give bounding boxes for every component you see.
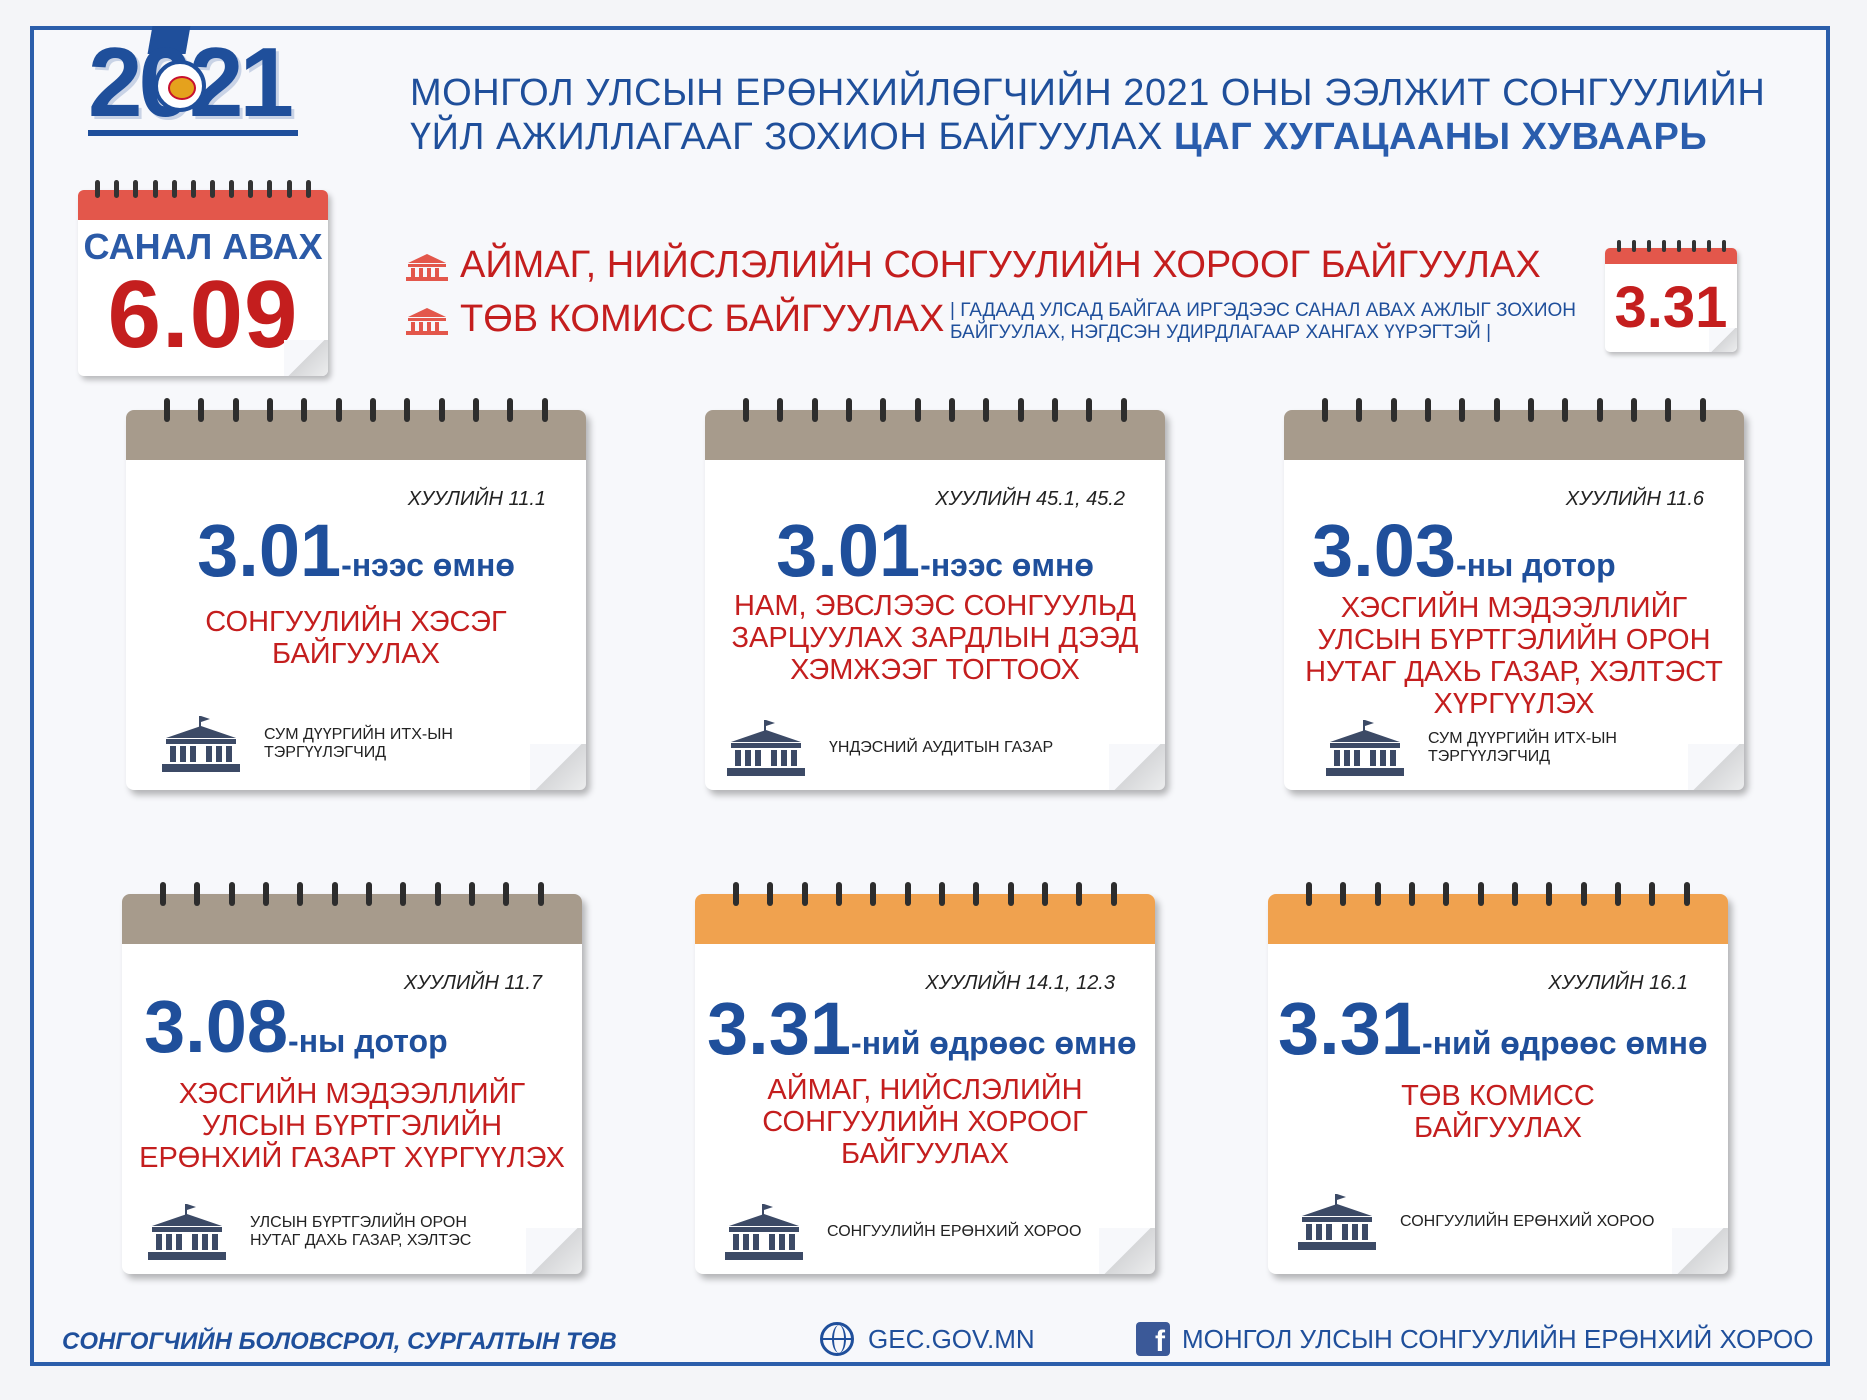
page-curl bbox=[526, 1228, 582, 1274]
law-reference: ХУУЛИЙН 16.1 bbox=[1548, 972, 1688, 994]
facebook-link[interactable]: МОНГОЛ УЛСЫН СОНГУУЛИЙН ЕРӨНХИЙ ХОРОО bbox=[1182, 1323, 1814, 1354]
responsible-org: СУМ ДҮҮРГИЙН ИТХ-ЫН ТЭРГҮҮЛЭГЧИД bbox=[160, 716, 524, 772]
calendar-rings bbox=[78, 180, 328, 200]
government-building-icon bbox=[1298, 1194, 1376, 1250]
top-item-1-text: АЙМАГ, НИЙСЛЭЛИЙН СОНГУУЛИЙН ХОРООГ БАЙГ… bbox=[460, 244, 1541, 286]
deadline-suffix: -нээс өмнө bbox=[920, 547, 1094, 583]
law-reference: ХУУЛИЙН 11.1 bbox=[407, 488, 546, 510]
calendar-rings bbox=[705, 398, 1165, 422]
small-calendar: 3.31 bbox=[1605, 240, 1737, 352]
deadline: 3.03-ны дотор bbox=[1284, 508, 1744, 593]
calendar-rings bbox=[122, 882, 582, 906]
schedule-card: ХУУЛИЙН 14.1, 12.3 3.31-ний өдрөөс өмнө … bbox=[695, 882, 1155, 1274]
calendar-rings bbox=[1268, 882, 1728, 906]
deadline-date: 3.01 bbox=[776, 509, 921, 592]
calendar-header bbox=[1605, 248, 1737, 264]
calendar-rings bbox=[1284, 398, 1744, 422]
schedule-card: ХУУЛИЙН 45.1, 45.2 3.01-нээс өмнө НАМ, Э… bbox=[705, 398, 1165, 790]
government-building-icon bbox=[725, 1204, 803, 1260]
deadline-date: 3.31 bbox=[707, 987, 852, 1070]
task-description: НАМ, ЭВСЛЭЭС СОНГУУЛЬД ЗАРЦУУЛАХ ЗАРДЛЫН… bbox=[731, 590, 1139, 686]
page-curl bbox=[1672, 1228, 1728, 1274]
page-curl bbox=[1709, 328, 1737, 352]
building-icon bbox=[406, 253, 448, 281]
schedule-card: ХУУЛИЙН 16.1 3.31-ний өдрөөс өмнө ТӨВ КО… bbox=[1268, 882, 1728, 1274]
website-link[interactable]: GEC.GOV.MN bbox=[868, 1323, 1035, 1354]
responsible-org: СУМ ДҮҮРГИЙН ИТХ-ЫН ТЭРГҮҮЛЭГЧИД bbox=[1324, 720, 1688, 776]
footer-organization: СОНГОГЧИЙН БОЛОВСРОЛ, СУРГАЛТЫН ТӨВ bbox=[62, 1328, 617, 1355]
logo-underline bbox=[88, 130, 298, 136]
government-building-icon bbox=[727, 720, 805, 776]
org-name: СОНГУУЛИЙН ЕРӨНХИЙ ХОРОО bbox=[827, 1223, 1082, 1240]
government-building-icon bbox=[148, 1204, 226, 1260]
task-description: ТӨВ КОМИСС БАЙГУУЛАХ bbox=[1401, 1080, 1595, 1144]
responsible-org: ҮНДЭСНИЙ АУДИТЫН ГАЗАР bbox=[725, 720, 1053, 776]
deadline: 3.31-ний өдрөөс өмнө bbox=[695, 986, 1155, 1071]
law-reference: ХУУЛИЙН 14.1, 12.3 bbox=[925, 972, 1115, 994]
org-name: СУМ ДҮҮРГИЙН ИТХ-ЫН ТЭРГҮҮЛЭГЧИД bbox=[1428, 730, 1617, 765]
org-name: СОНГУУЛИЙН ЕРӨНХИЙ ХОРОО bbox=[1400, 1213, 1655, 1230]
title-normal: ҮЙЛ АЖИЛЛАГААГ ЗОХИОН БАЙГУУЛАХ bbox=[410, 116, 1174, 158]
org-name: ҮНДЭСНИЙ АУДИТЫН ГАЗАР bbox=[829, 739, 1054, 756]
schedule-card: ХУУЛИЙН 11.1 3.01-нээс өмнө СОНГУУЛИЙН Х… bbox=[126, 398, 586, 790]
vote-label: САНАЛ АВАХ bbox=[83, 226, 323, 267]
facebook-icon: f bbox=[1136, 1322, 1170, 1356]
page-title-line1: МОНГОЛ УЛСЫН ЕРӨНХИЙЛӨГЧИЙН 2021 ОНЫ ЭЭЛ… bbox=[410, 72, 1766, 114]
calendar-rings bbox=[1605, 240, 1737, 260]
footer-website[interactable]: GEC.GOV.MN bbox=[820, 1322, 1035, 1356]
deadline-date: 3.01 bbox=[197, 509, 342, 592]
page-curl bbox=[1688, 744, 1744, 790]
calendar-rings bbox=[695, 882, 1155, 906]
org-name: СУМ ДҮҮРГИЙН ИТХ-ЫН ТЭРГҮҮЛЭГЧИД bbox=[264, 726, 453, 761]
top-item-2: ТӨВ КОМИСС БАЙГУУЛАХ bbox=[404, 298, 944, 341]
deadline: 3.31-ний өдрөөс өмнө bbox=[1268, 986, 1728, 1071]
deadline-suffix: -ны дотор bbox=[1456, 547, 1616, 583]
building-icon bbox=[406, 307, 448, 335]
footer-facebook[interactable]: f МОНГОЛ УЛСЫН СОНГУУЛИЙН ЕРӨНХИЙ ХОРОО bbox=[1136, 1322, 1813, 1356]
responsible-org: УЛСЫН БҮРТГЭЛИЙН ОРОН НУТАГ ДАХЬ ГАЗАР, … bbox=[146, 1204, 510, 1260]
emblem-icon bbox=[154, 60, 206, 112]
deadline: 3.01-нээс өмнө bbox=[126, 508, 586, 593]
task-description: ХЭСГИЙН МЭДЭЭЛЛИЙГ УЛСЫН БҮРТГЭЛИЙН ЕРӨН… bbox=[139, 1078, 565, 1174]
top-item-1: АЙМАГ, НИЙСЛЭЛИЙН СОНГУУЛИЙН ХОРООГ БАЙГ… bbox=[404, 244, 1541, 287]
deadline-suffix: -ний өдрөөс өмнө bbox=[851, 1025, 1137, 1061]
responsible-org: СОНГУУЛИЙН ЕРӨНХИЙ ХОРОО bbox=[1296, 1194, 1654, 1250]
deadline-suffix: -нээс өмнө bbox=[341, 547, 515, 583]
government-building-icon bbox=[162, 716, 240, 772]
top-note: | ГАДААД УЛСАД БАЙГАА ИРГЭДЭЭС САНАЛ АВА… bbox=[950, 300, 1576, 343]
schedule-card: ХУУЛИЙН 11.6 3.03-ны дотор ХЭСГИЙН МЭДЭЭ… bbox=[1284, 398, 1744, 790]
law-reference: ХУУЛИЙН 45.1, 45.2 bbox=[935, 488, 1125, 510]
task-description: ХЭСГИЙН МЭДЭЭЛЛИЙГ УЛСЫН БҮРТГЭЛИЙН ОРОН… bbox=[1305, 592, 1723, 720]
responsible-org: СОНГУУЛИЙН ЕРӨНХИЙ ХОРОО bbox=[723, 1204, 1081, 1260]
task-description: АЙМАГ, НИЙСЛЭЛИЙН СОНГУУЛИЙН ХОРООГ БАЙГ… bbox=[762, 1074, 1088, 1170]
government-building-icon bbox=[1326, 720, 1404, 776]
page-curl bbox=[1109, 744, 1165, 790]
law-reference: ХУУЛИЙН 11.7 bbox=[403, 972, 542, 994]
deadline-date: 3.03 bbox=[1312, 509, 1457, 592]
calendar-header bbox=[78, 190, 328, 220]
deadline-date: 3.31 bbox=[1278, 987, 1423, 1070]
title-bold: ЦАГ ХУГАЦААНЫ ХУВААРЬ bbox=[1173, 116, 1708, 158]
top-item-2-text: ТӨВ КОМИСС БАЙГУУЛАХ bbox=[460, 298, 945, 340]
small-calendar-date: 3.31 bbox=[1614, 275, 1728, 340]
globe-icon bbox=[820, 1322, 854, 1356]
deadline-date: 3.08 bbox=[144, 985, 289, 1068]
page-curl bbox=[284, 340, 328, 376]
logo-2021: 2021 bbox=[88, 26, 318, 136]
task-description: СОНГУУЛИЙН ХЭСЭГ БАЙГУУЛАХ bbox=[205, 606, 507, 670]
law-reference: ХУУЛИЙН 11.6 bbox=[1565, 488, 1704, 510]
page-curl bbox=[530, 744, 586, 790]
deadline-suffix: -ны дотор bbox=[288, 1023, 448, 1059]
page-curl bbox=[1099, 1228, 1155, 1274]
vote-calendar: САНАЛ АВАХ 6.09 bbox=[78, 180, 328, 376]
org-name: УЛСЫН БҮРТГЭЛИЙН ОРОН НУТАГ ДАХЬ ГАЗАР, … bbox=[250, 1214, 472, 1249]
page-title-line2: ҮЙЛ АЖИЛЛАГААГ ЗОХИОН БАЙГУУЛАХ ЦАГ ХУГА… bbox=[410, 116, 1707, 159]
calendar-rings bbox=[126, 398, 586, 422]
deadline: 3.08-ны дотор bbox=[122, 984, 582, 1069]
deadline: 3.01-нээс өмнө bbox=[705, 508, 1165, 593]
deadline-suffix: -ний өдрөөс өмнө bbox=[1422, 1025, 1708, 1061]
schedule-card: ХУУЛИЙН 11.7 3.08-ны дотор ХЭСГИЙН МЭДЭЭ… bbox=[122, 882, 582, 1274]
vote-date: 6.09 bbox=[107, 261, 299, 368]
